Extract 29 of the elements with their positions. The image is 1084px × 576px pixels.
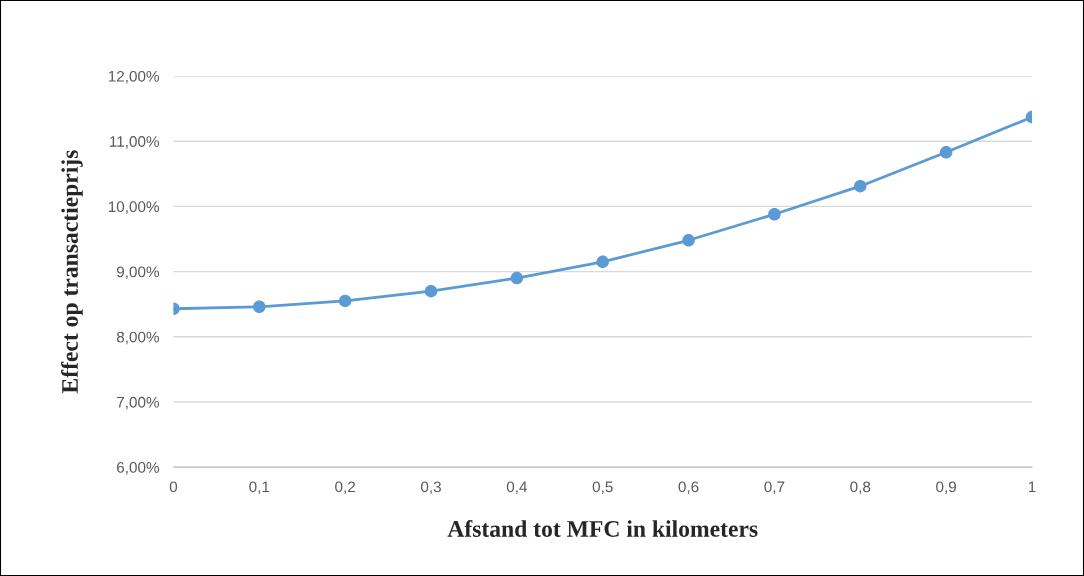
x-tick-label: 0,3 <box>420 481 441 495</box>
y-axis-title: Effect op transactieprijs <box>61 150 83 394</box>
y-tick-label: 11,00% <box>110 136 160 149</box>
y-tick-label: 6,00% <box>117 462 160 475</box>
point <box>338 294 352 308</box>
point <box>253 300 266 314</box>
x-tick-label: 0,5 <box>592 481 613 495</box>
x-tick-label: 1 <box>1028 481 1036 493</box>
y-tick-label: 10,00% <box>108 201 160 214</box>
x-tick-label: 0,7 <box>764 481 785 495</box>
point <box>768 207 781 221</box>
x-tick-label: 0 <box>169 481 178 493</box>
y-tick-label: 9,00% <box>116 266 160 280</box>
x-axis-title: Afstand tot MFC in kilometers <box>447 520 758 537</box>
y-tick-label: 12,00% <box>108 70 160 84</box>
point <box>510 271 524 285</box>
x-tick-label: 0,9 <box>936 481 957 495</box>
point <box>854 179 867 193</box>
point <box>682 234 695 247</box>
point <box>939 146 953 159</box>
x-tick-label: 0,4 <box>506 481 528 495</box>
y-tick-label: 8,00% <box>116 331 160 345</box>
y-tick-label: 7,00% <box>117 396 160 410</box>
x-tick-label: 0,6 <box>678 481 699 495</box>
x-tick-label: 0,8 <box>850 481 871 495</box>
x-tick-label: 0,2 <box>335 481 355 495</box>
x-tick-label: 0,1 <box>249 481 270 495</box>
point <box>424 284 438 298</box>
point <box>596 255 609 269</box>
